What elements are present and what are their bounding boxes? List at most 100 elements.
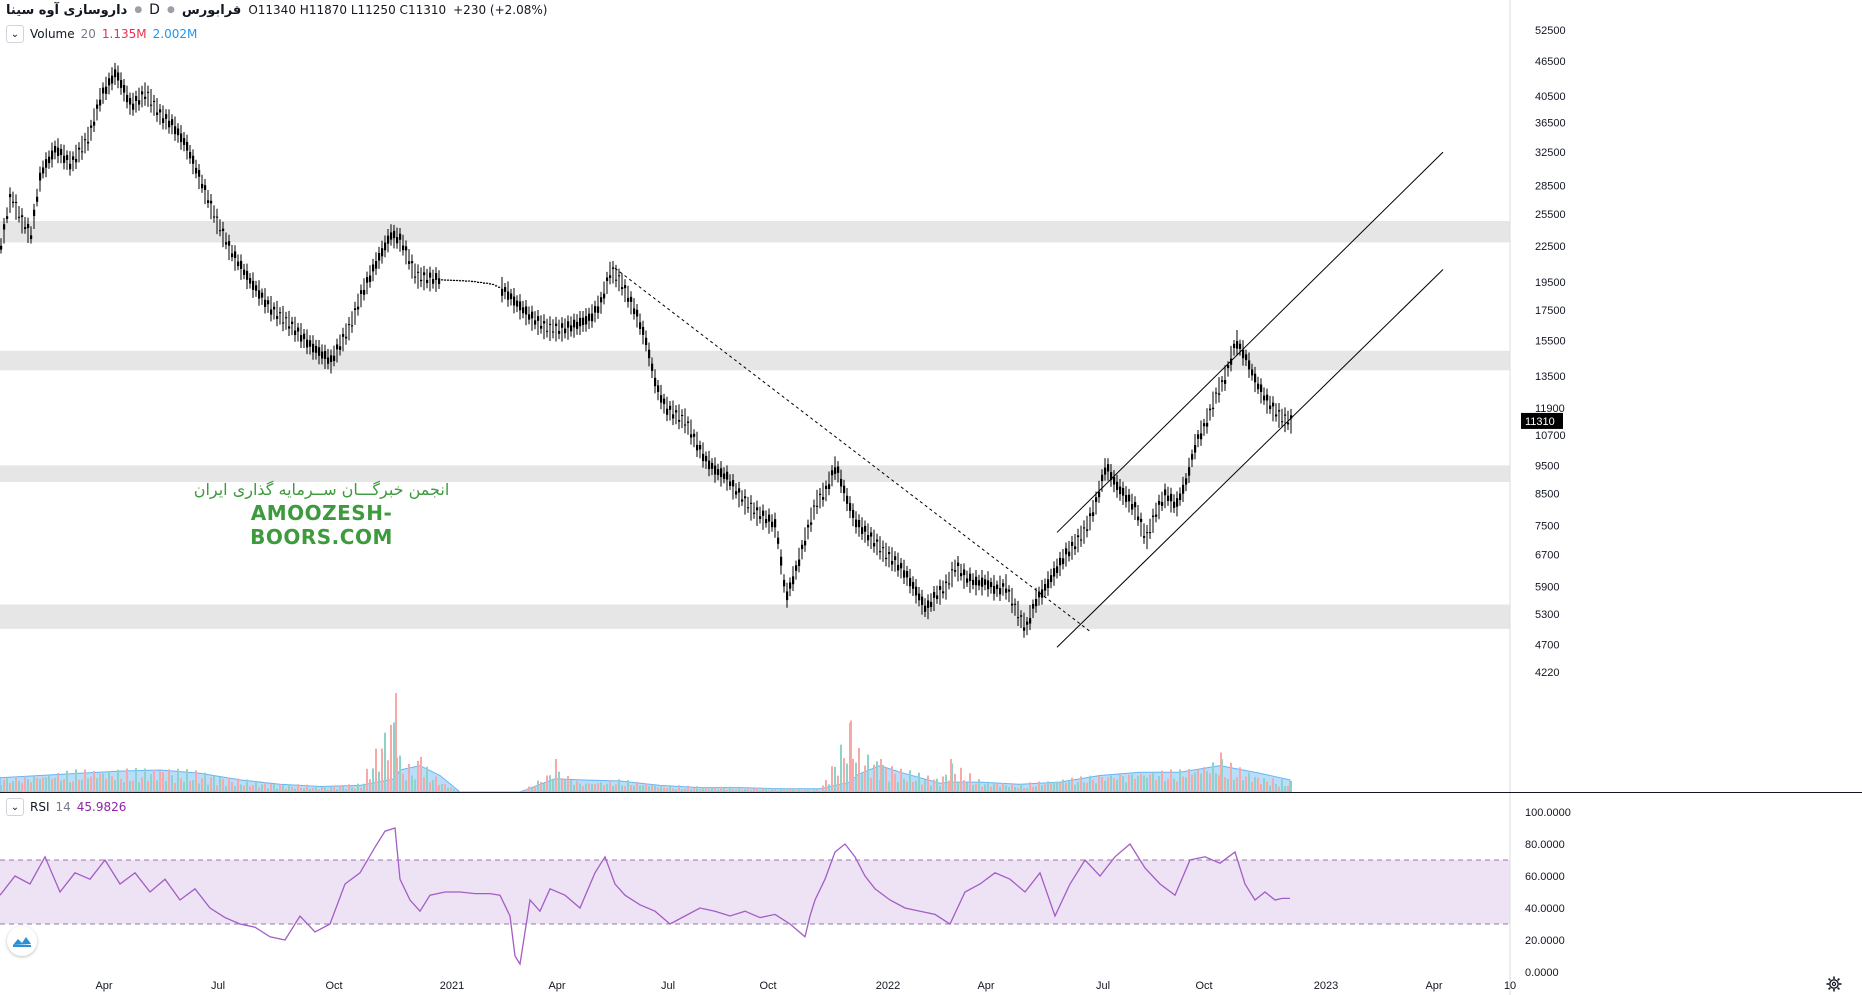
volume-bar: [939, 785, 941, 792]
volume-bar: [267, 788, 269, 792]
volume-bar: [411, 775, 413, 792]
volume-bar: [723, 788, 725, 792]
candle-body: [162, 118, 165, 124]
volume-bar: [687, 785, 689, 792]
timeframe-label[interactable]: D: [149, 2, 160, 18]
volume-bar: [876, 761, 878, 792]
volume-bar: [1209, 773, 1211, 792]
candle-body: [681, 415, 684, 417]
candle-body: [1044, 583, 1047, 591]
candle-body: [111, 75, 114, 84]
volume-bar: [1254, 777, 1256, 792]
candle-body: [108, 78, 111, 86]
candle-body: [585, 316, 588, 325]
candle-body: [1113, 476, 1116, 485]
price-axis[interactable]: 52500 46500 40500 36500 32500 28500 25500 22500…: [1535, 25, 1566, 679]
time-tick-label: 2022: [876, 980, 900, 992]
candle-body: [105, 86, 108, 94]
volume-bar: [243, 785, 245, 792]
candle-body: [993, 585, 996, 594]
volume-bar: [21, 783, 23, 792]
symbol-name[interactable]: داروسازی آوه سینا: [6, 2, 128, 18]
candle-body: [462, 280, 465, 282]
price-tick-label: 40500: [1535, 91, 1566, 103]
candle-body: [240, 260, 243, 269]
drawing-overlays[interactable]: [614, 151, 1444, 648]
candle-body: [345, 336, 348, 339]
time-tick-label: Jul: [211, 980, 225, 992]
candle-body: [273, 306, 276, 310]
volume-bar: [1029, 782, 1031, 792]
volume-bar: [1212, 762, 1214, 792]
volume-bar: [1083, 782, 1085, 792]
candle-body: [426, 279, 429, 284]
volume-bar: [1245, 776, 1247, 792]
volume-spike-bar: [555, 759, 557, 792]
open-value: 11340: [257, 3, 296, 17]
volume-bar: [237, 778, 239, 792]
candle-body: [1011, 603, 1014, 606]
volume-bar: [675, 789, 677, 792]
time-axis[interactable]: Apr Jul Oct 2021 Apr Jul Oct 2022 Apr Jul Oct 2023 A…: [95, 980, 1516, 992]
volume-bar: [306, 784, 308, 792]
candle-body: [552, 331, 555, 333]
candle-body: [87, 141, 90, 144]
volume-bar: [132, 780, 134, 792]
collapse-rsi-button[interactable]: ⌄: [6, 798, 24, 816]
volume-bar: [720, 786, 722, 792]
candle-body: [1032, 604, 1035, 609]
candle-body: [1035, 598, 1038, 607]
candle-body: [522, 307, 525, 314]
candle-body: [1083, 527, 1086, 529]
candle-body: [195, 167, 198, 174]
volume-bar: [888, 781, 890, 792]
support-resistance-zones: [0, 220, 1510, 629]
rsi-label[interactable]: RSI: [30, 800, 50, 814]
candle-body: [567, 321, 570, 328]
high-label: H: [299, 3, 309, 17]
tradingview-logo-button[interactable]: [7, 926, 37, 956]
settings-gear-icon[interactable]: [1826, 976, 1842, 992]
rsi-line: [0, 827, 1290, 966]
candle-body: [123, 85, 126, 93]
candle-body: [1008, 589, 1011, 592]
volume-bar: [1128, 774, 1130, 792]
candle-body: [342, 334, 345, 337]
candle-body: [651, 363, 654, 371]
candle-body: [255, 285, 258, 291]
candle-body: [141, 91, 144, 95]
candle-body: [639, 322, 642, 329]
candle-body: [1077, 535, 1080, 538]
volume-bar: [246, 779, 248, 792]
volume-bar: [609, 780, 611, 792]
candle-body: [384, 242, 387, 251]
volume-bar: [765, 788, 767, 792]
volume-bar: [105, 778, 107, 792]
collapse-volume-button[interactable]: ⌄: [6, 25, 24, 43]
candle-body: [504, 287, 507, 292]
rsi-tick-label: 20.0000: [1525, 935, 1565, 947]
volume-bar: [1278, 786, 1280, 792]
candle-body: [1197, 434, 1200, 439]
candle-body: [669, 405, 672, 410]
candle-body: [201, 183, 204, 189]
volume-bar: [249, 786, 251, 792]
candle-body: [408, 261, 411, 264]
candle-body: [1005, 588, 1008, 593]
volume-bar: [48, 775, 50, 792]
price-tick-label: 13500: [1535, 371, 1566, 383]
volume-bar: [33, 776, 35, 792]
candle-body: [390, 232, 393, 240]
volume-bar: [231, 781, 233, 792]
volume-bar: [630, 785, 632, 792]
candle-body: [978, 580, 981, 586]
candle-body: [135, 96, 138, 101]
candle-body: [819, 493, 822, 496]
volume-label[interactable]: Volume: [30, 27, 75, 41]
candle-body: [264, 299, 267, 307]
candle-body: [30, 235, 33, 239]
rsi-axis[interactable]: 100.0000 80.0000 60.0000 40.0000 20.0000 0.00…: [1525, 807, 1571, 979]
volume-bar: [327, 789, 329, 792]
volume-bar: [534, 785, 536, 792]
